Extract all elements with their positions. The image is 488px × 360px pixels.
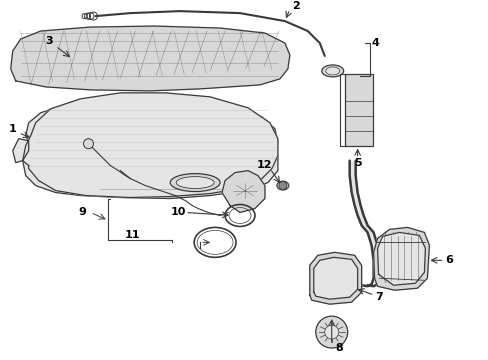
Polygon shape: [349, 161, 355, 176]
Bar: [344, 74, 372, 146]
Text: 5: 5: [353, 158, 361, 168]
Ellipse shape: [176, 177, 214, 189]
Polygon shape: [371, 246, 379, 260]
Text: 2: 2: [291, 1, 299, 11]
Ellipse shape: [325, 67, 339, 75]
Polygon shape: [26, 99, 277, 146]
Ellipse shape: [276, 181, 288, 190]
Text: 9: 9: [79, 207, 86, 217]
Text: 10: 10: [170, 207, 185, 217]
Polygon shape: [22, 123, 277, 198]
Circle shape: [324, 325, 338, 339]
Polygon shape: [11, 26, 289, 91]
Polygon shape: [377, 233, 425, 285]
Polygon shape: [357, 216, 367, 225]
Polygon shape: [351, 193, 360, 206]
Polygon shape: [22, 93, 277, 198]
Ellipse shape: [321, 65, 343, 77]
Polygon shape: [313, 257, 357, 299]
Polygon shape: [367, 233, 377, 246]
Text: 1: 1: [9, 124, 17, 134]
Polygon shape: [373, 228, 428, 290]
Polygon shape: [222, 171, 264, 212]
Polygon shape: [349, 176, 357, 193]
Ellipse shape: [170, 174, 220, 192]
Text: 3: 3: [45, 36, 52, 46]
Polygon shape: [309, 252, 361, 304]
Polygon shape: [367, 284, 377, 286]
Polygon shape: [361, 285, 373, 286]
Text: 6: 6: [445, 255, 452, 265]
Circle shape: [278, 181, 286, 190]
Text: 12: 12: [257, 159, 272, 170]
Text: 7: 7: [375, 292, 383, 302]
Polygon shape: [373, 260, 379, 278]
Text: 8: 8: [335, 343, 343, 353]
Circle shape: [315, 316, 347, 348]
Polygon shape: [371, 278, 379, 284]
Polygon shape: [361, 225, 373, 233]
Polygon shape: [354, 206, 363, 216]
Text: 11: 11: [124, 230, 140, 240]
Polygon shape: [13, 139, 29, 163]
Circle shape: [83, 139, 93, 149]
Text: 4: 4: [371, 38, 379, 48]
